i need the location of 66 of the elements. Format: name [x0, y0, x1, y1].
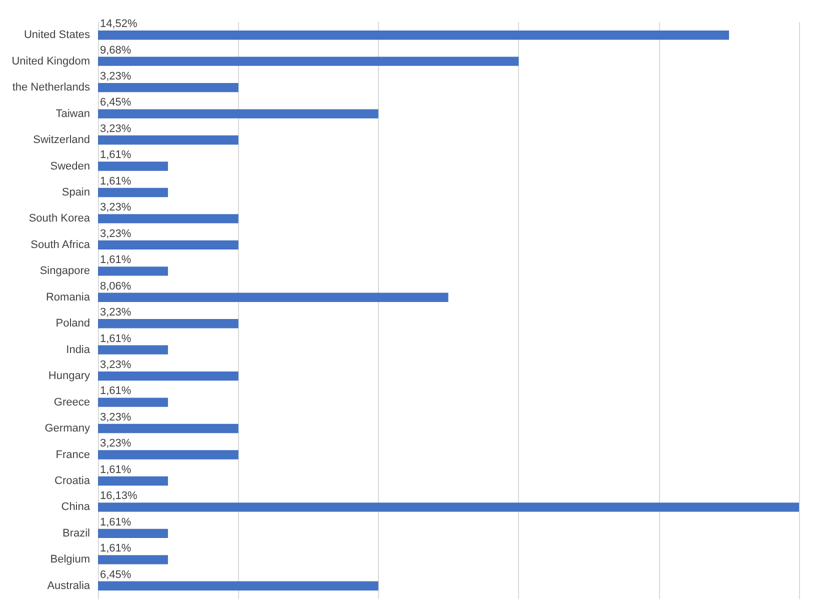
y-tick-label: Taiwan [56, 108, 90, 120]
bar [98, 345, 168, 354]
y-tick-label: China [61, 501, 91, 514]
y-tick-label: Switzerland [33, 134, 90, 146]
data-label: 6,45% [100, 568, 132, 581]
data-label: 1,61% [100, 254, 132, 266]
data-label: 1,61% [100, 175, 132, 188]
data-label: 1,61% [100, 385, 132, 398]
data-label: 1,61% [100, 542, 132, 555]
bar [98, 502, 799, 512]
data-label: 3,23% [100, 228, 132, 240]
data-label: 14,52% [100, 18, 138, 30]
y-tick-label: Spain [62, 186, 90, 198]
y-tick-label: Poland [56, 318, 90, 330]
bar [98, 188, 168, 198]
bar [98, 56, 519, 66]
y-tick-label: United States [24, 29, 90, 42]
y-tick-label: Croatia [54, 474, 91, 487]
y-tick-label: Greece [54, 396, 90, 408]
bar [98, 581, 378, 590]
y-tick-label: the Netherlands [12, 82, 90, 94]
bar [98, 30, 730, 40]
y-tick-label: Sweden [50, 160, 90, 172]
bar [98, 292, 448, 302]
bar [98, 266, 168, 276]
bar [98, 398, 168, 407]
y-tick-label: Brazil [62, 527, 90, 540]
y-tick-label: Hungary [48, 370, 90, 382]
y-tick-label: United Kingdom [12, 55, 90, 68]
y-tick-label: Australia [47, 580, 91, 592]
bar [98, 162, 168, 171]
y-tick-label: Germany [44, 422, 90, 435]
data-label: 3,23% [100, 70, 132, 82]
bar [98, 82, 238, 92]
y-tick-label: South Africa [30, 238, 91, 251]
y-tick-label: Belgium [50, 554, 90, 566]
data-label: 1,61% [100, 332, 132, 345]
data-label: 16,13% [100, 490, 138, 502]
data-label: 1,61% [100, 464, 132, 476]
data-label: 8,06% [100, 280, 132, 292]
data-label: 1,61% [100, 516, 132, 528]
bar [98, 214, 238, 224]
data-label: 3,23% [100, 411, 132, 424]
data-label: 9,68% [100, 44, 132, 56]
bar [98, 240, 238, 250]
data-label: 3,23% [100, 306, 132, 319]
y-tick-label: Romania [46, 291, 91, 304]
bar [98, 371, 238, 381]
data-label: 6,45% [100, 96, 132, 109]
y-tick-label: France [56, 448, 90, 461]
bar [98, 555, 168, 564]
bar [98, 109, 378, 118]
bar [98, 476, 168, 486]
y-tick-label: South Korea [28, 212, 91, 225]
y-tick-label: Singapore [40, 265, 90, 278]
data-label: 3,23% [100, 358, 132, 371]
data-label: 1,61% [100, 149, 132, 162]
bar [98, 528, 168, 538]
bar [98, 424, 238, 434]
y-tick-label: India [66, 344, 91, 356]
bar [98, 135, 238, 145]
data-label: 3,23% [100, 122, 132, 135]
bar [98, 319, 238, 328]
data-label: 3,23% [100, 438, 132, 450]
data-label: 3,23% [100, 202, 132, 214]
bar [98, 450, 238, 460]
